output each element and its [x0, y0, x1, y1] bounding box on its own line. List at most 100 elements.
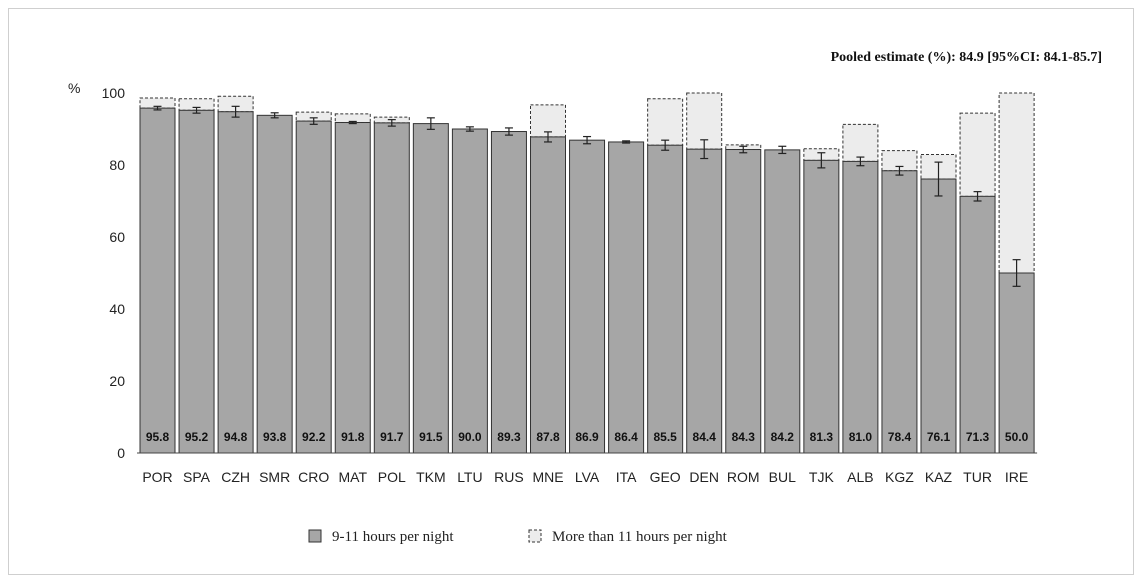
- y-tick-label: 20: [109, 373, 125, 389]
- error-bar-spa: [192, 106, 201, 114]
- bar-9-11-kaz: [920, 178, 957, 454]
- x-tick-label-den: DEN: [689, 469, 719, 485]
- legend: 9-11 hours per night More than 11 hours …: [308, 529, 728, 545]
- bar-9-11-mne: [530, 136, 566, 454]
- x-tick-label-alb: ALB: [847, 469, 873, 485]
- data-label-ltu: 90.0: [458, 430, 482, 444]
- error-bar-pol: [387, 119, 396, 127]
- data-label-kgz: 78.4: [888, 430, 912, 444]
- bar-9-11-kgz: [881, 170, 918, 454]
- data-label-lva: 86.9: [575, 430, 599, 444]
- error-bar-tkm: [426, 117, 435, 130]
- error-bar-rus: [504, 127, 513, 136]
- data-label-tkm: 91.5: [419, 430, 443, 444]
- pooled-estimate-title: Pooled estimate (%): 84.9 [95%CI: 84.1-8…: [831, 50, 1102, 65]
- data-label-mat: 91.8: [341, 430, 365, 444]
- error-bar-por: [153, 105, 162, 111]
- error-bar-tjk: [817, 152, 826, 169]
- error-bar-lva: [583, 135, 592, 145]
- x-tick-label-tkm: TKM: [416, 469, 446, 485]
- data-label-kaz: 76.1: [927, 430, 951, 444]
- bar-9-11-tjk: [803, 159, 840, 454]
- data-label-den: 84.4: [693, 430, 717, 444]
- data-label-tjk: 81.3: [810, 430, 834, 444]
- x-tick-label-tur: TUR: [963, 469, 992, 485]
- bar-9-11-ire: [998, 272, 1035, 454]
- bar-9-11-por: [139, 107, 176, 454]
- x-tick-label-geo: GEO: [650, 469, 681, 485]
- x-tick-label-por: POR: [142, 469, 172, 485]
- data-label-alb: 81.0: [849, 430, 873, 444]
- bar-9-11-pol: [373, 122, 410, 454]
- error-bar-cro: [309, 117, 318, 125]
- bar-9-11-alb: [842, 160, 879, 454]
- bar-9-11-geo: [647, 144, 684, 454]
- x-tick-label-cro: CRO: [298, 469, 329, 485]
- bars: 95.8 95.2 94.8 93.8 92.2 91.8 91.7 91.5 90.0 89.3…: [139, 92, 1035, 454]
- x-tick-label-czh: CZH: [221, 469, 250, 485]
- data-label-mne: 87.8: [536, 430, 560, 444]
- data-label-geo: 85.5: [653, 430, 677, 444]
- x-tick-label-ltu: LTU: [457, 469, 482, 485]
- data-label-cro: 92.2: [302, 430, 326, 444]
- data-label-bul: 84.2: [771, 430, 795, 444]
- bar-9-11-lva: [569, 139, 606, 454]
- bar-9-11-spa: [178, 109, 215, 454]
- bar-9-11-ita: [608, 141, 645, 454]
- data-label-spa: 95.2: [185, 430, 209, 444]
- error-bar-geo: [661, 139, 670, 151]
- error-bar-ire: [1012, 259, 1021, 287]
- bar-9-11-tkm: [412, 123, 449, 454]
- bar-9-11-smr: [256, 114, 293, 454]
- x-tick-label-tjk: TJK: [809, 469, 835, 485]
- bar-9-11-den: [686, 148, 723, 454]
- bar-9-11-czh: [217, 111, 254, 454]
- x-tick-label-mat: MAT: [338, 469, 367, 485]
- data-label-pol: 91.7: [380, 430, 404, 444]
- x-tick-label-bul: BUL: [769, 469, 796, 485]
- x-tick-label-lva: LVA: [575, 469, 600, 485]
- y-tick-label: 0: [117, 445, 125, 461]
- error-bar-czh: [231, 105, 240, 118]
- y-tick-label: 100: [102, 85, 126, 101]
- bar-more-than-11-spa: [178, 98, 215, 111]
- bar-more-than-11-ire: [998, 92, 1035, 274]
- data-label-smr: 93.8: [263, 430, 287, 444]
- x-tick-label-mne: MNE: [532, 469, 563, 485]
- bar-9-11-tur: [959, 195, 996, 454]
- legend-label-more-than-11-hours: More than 11 hours per night: [552, 529, 728, 545]
- y-tick-label: 60: [109, 229, 125, 245]
- error-bar-rom: [739, 145, 748, 154]
- legend-swatch-more-than-11-hours: [528, 529, 542, 543]
- data-label-czh: 94.8: [224, 430, 248, 444]
- x-tick-label-spa: SPA: [183, 469, 211, 485]
- bar-more-than-11-alb: [842, 123, 879, 162]
- error-bar-bul: [778, 145, 787, 155]
- x-tick-label-rom: ROM: [727, 469, 760, 485]
- legend-swatch-9-11-hours: [308, 529, 322, 543]
- bar-9-11-mat: [334, 122, 371, 454]
- legend-label-9-11-hours: 9-11 hours per night: [332, 529, 454, 545]
- bar-9-11-rus: [490, 131, 527, 454]
- x-tick-label-ita: ITA: [616, 469, 637, 485]
- y-tick-label: 80: [109, 157, 125, 173]
- x-tick-label-pol: POL: [378, 469, 406, 485]
- x-tick-label-smr: SMR: [259, 469, 290, 485]
- data-label-rom: 84.3: [732, 430, 756, 444]
- x-axis-ticks: POR SPA CZH SMR CRO MAT POL TKM LTU RUS MNE LVA ITA G…: [142, 469, 1028, 485]
- data-label-tur: 71.3: [966, 430, 990, 444]
- bar-more-than-11-tur: [959, 112, 996, 197]
- y-tick-label: 40: [109, 301, 125, 317]
- error-bar-smr: [270, 112, 279, 119]
- error-bar-kaz: [934, 161, 943, 197]
- data-label-ita: 86.4: [614, 430, 638, 444]
- error-bar-ltu: [465, 126, 474, 132]
- x-tick-label-kgz: KGZ: [885, 469, 914, 485]
- y-axis-label: %: [68, 80, 80, 96]
- error-bar-mat: [348, 120, 357, 125]
- error-bar-alb: [856, 156, 865, 167]
- error-bar-den: [700, 139, 709, 160]
- bar-9-11-ltu: [451, 128, 488, 454]
- data-label-rus: 89.3: [497, 430, 521, 444]
